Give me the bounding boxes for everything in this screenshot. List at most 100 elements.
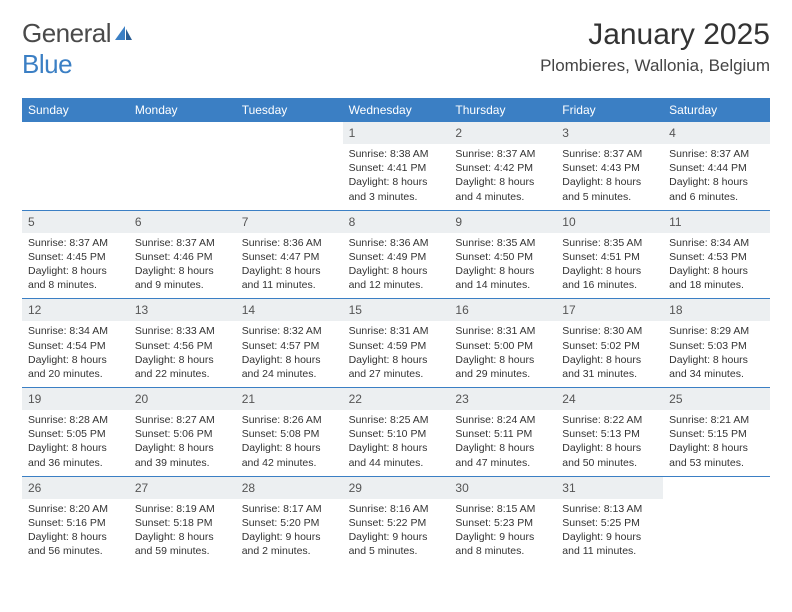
day-sunrise: Sunrise: 8:36 AM — [349, 236, 444, 250]
day-sunset: Sunset: 4:51 PM — [562, 250, 657, 264]
day-body: Sunrise: 8:21 AMSunset: 5:15 PMDaylight:… — [663, 410, 770, 476]
day-number: 5 — [28, 215, 35, 229]
day-number: 16 — [455, 303, 468, 317]
day-daylight: Daylight: 8 hours and 14 minutes. — [455, 264, 550, 292]
day-body: Sunrise: 8:36 AMSunset: 4:47 PMDaylight:… — [236, 233, 343, 299]
weekday-header: Monday — [129, 98, 236, 122]
day-sunset: Sunset: 4:41 PM — [349, 161, 444, 175]
calendar-week: 5Sunrise: 8:37 AMSunset: 4:45 PMDaylight… — [22, 210, 770, 299]
day-body: Sunrise: 8:33 AMSunset: 4:56 PMDaylight:… — [129, 321, 236, 387]
title-block: January 2025 Plombieres, Wallonia, Belgi… — [540, 18, 770, 76]
calendar-week: 1Sunrise: 8:38 AMSunset: 4:41 PMDaylight… — [22, 122, 770, 210]
day-sunrise: Sunrise: 8:22 AM — [562, 413, 657, 427]
calendar-week: 19Sunrise: 8:28 AMSunset: 5:05 PMDayligh… — [22, 387, 770, 476]
day-sunrise: Sunrise: 8:37 AM — [135, 236, 230, 250]
day-body: Sunrise: 8:22 AMSunset: 5:13 PMDaylight:… — [556, 410, 663, 476]
day-sunrise: Sunrise: 8:28 AM — [28, 413, 123, 427]
day-number-row: 14 — [236, 299, 343, 321]
weekday-header: Friday — [556, 98, 663, 122]
day-body: Sunrise: 8:28 AMSunset: 5:05 PMDaylight:… — [22, 410, 129, 476]
day-sunrise: Sunrise: 8:29 AM — [669, 324, 764, 338]
day-sunset: Sunset: 4:46 PM — [135, 250, 230, 264]
day-daylight: Daylight: 8 hours and 8 minutes. — [28, 264, 123, 292]
day-number-row: 10 — [556, 211, 663, 233]
calendar-day: 11Sunrise: 8:34 AMSunset: 4:53 PMDayligh… — [663, 211, 770, 299]
day-daylight: Daylight: 8 hours and 36 minutes. — [28, 441, 123, 469]
calendar-day: 2Sunrise: 8:37 AMSunset: 4:42 PMDaylight… — [449, 122, 556, 210]
day-daylight: Daylight: 8 hours and 3 minutes. — [349, 175, 444, 203]
day-number: 15 — [349, 303, 362, 317]
calendar-day: 12Sunrise: 8:34 AMSunset: 4:54 PMDayligh… — [22, 299, 129, 387]
day-number: 28 — [242, 481, 255, 495]
day-daylight: Daylight: 8 hours and 20 minutes. — [28, 353, 123, 381]
day-number: 17 — [562, 303, 575, 317]
day-sunrise: Sunrise: 8:37 AM — [669, 147, 764, 161]
day-body: Sunrise: 8:13 AMSunset: 5:25 PMDaylight:… — [556, 499, 663, 565]
day-number-row: 28 — [236, 477, 343, 499]
calendar-day: 27Sunrise: 8:19 AMSunset: 5:18 PMDayligh… — [129, 477, 236, 565]
day-body: Sunrise: 8:29 AMSunset: 5:03 PMDaylight:… — [663, 321, 770, 387]
day-daylight: Daylight: 9 hours and 8 minutes. — [455, 530, 550, 558]
day-number-row: 16 — [449, 299, 556, 321]
day-sunrise: Sunrise: 8:20 AM — [28, 502, 123, 516]
day-daylight: Daylight: 8 hours and 59 minutes. — [135, 530, 230, 558]
day-daylight: Daylight: 8 hours and 53 minutes. — [669, 441, 764, 469]
day-body: Sunrise: 8:37 AMSunset: 4:43 PMDaylight:… — [556, 144, 663, 210]
day-sunset: Sunset: 4:50 PM — [455, 250, 550, 264]
day-number-row: 26 — [22, 477, 129, 499]
day-number: 21 — [242, 392, 255, 406]
day-sunset: Sunset: 4:54 PM — [28, 339, 123, 353]
calendar-day: 20Sunrise: 8:27 AMSunset: 5:06 PMDayligh… — [129, 388, 236, 476]
day-sunset: Sunset: 5:20 PM — [242, 516, 337, 530]
day-daylight: Daylight: 8 hours and 34 minutes. — [669, 353, 764, 381]
day-sunset: Sunset: 5:15 PM — [669, 427, 764, 441]
day-sunrise: Sunrise: 8:36 AM — [242, 236, 337, 250]
day-sunset: Sunset: 5:25 PM — [562, 516, 657, 530]
day-number-row: 8 — [343, 211, 450, 233]
day-sunset: Sunset: 4:53 PM — [669, 250, 764, 264]
calendar-day: 31Sunrise: 8:13 AMSunset: 5:25 PMDayligh… — [556, 477, 663, 565]
day-sunset: Sunset: 5:05 PM — [28, 427, 123, 441]
day-number-row: 27 — [129, 477, 236, 499]
day-number-row: 24 — [556, 388, 663, 410]
day-number: 6 — [135, 215, 142, 229]
day-sunset: Sunset: 5:08 PM — [242, 427, 337, 441]
day-body: Sunrise: 8:19 AMSunset: 5:18 PMDaylight:… — [129, 499, 236, 565]
day-sunrise: Sunrise: 8:26 AM — [242, 413, 337, 427]
day-daylight: Daylight: 8 hours and 12 minutes. — [349, 264, 444, 292]
calendar-day — [663, 477, 770, 565]
day-sunset: Sunset: 5:11 PM — [455, 427, 550, 441]
day-body: Sunrise: 8:27 AMSunset: 5:06 PMDaylight:… — [129, 410, 236, 476]
day-sunrise: Sunrise: 8:37 AM — [562, 147, 657, 161]
calendar-day: 26Sunrise: 8:20 AMSunset: 5:16 PMDayligh… — [22, 477, 129, 565]
day-sunrise: Sunrise: 8:24 AM — [455, 413, 550, 427]
day-number: 10 — [562, 215, 575, 229]
day-number: 25 — [669, 392, 682, 406]
day-sunrise: Sunrise: 8:17 AM — [242, 502, 337, 516]
calendar-week: 12Sunrise: 8:34 AMSunset: 4:54 PMDayligh… — [22, 298, 770, 387]
day-body: Sunrise: 8:31 AMSunset: 4:59 PMDaylight:… — [343, 321, 450, 387]
day-daylight: Daylight: 8 hours and 9 minutes. — [135, 264, 230, 292]
day-sunset: Sunset: 5:02 PM — [562, 339, 657, 353]
day-daylight: Daylight: 8 hours and 22 minutes. — [135, 353, 230, 381]
calendar-day — [22, 122, 129, 210]
day-body: Sunrise: 8:32 AMSunset: 4:57 PMDaylight:… — [236, 321, 343, 387]
day-sunrise: Sunrise: 8:30 AM — [562, 324, 657, 338]
day-number: 13 — [135, 303, 148, 317]
day-sunset: Sunset: 4:43 PM — [562, 161, 657, 175]
location-text: Plombieres, Wallonia, Belgium — [540, 56, 770, 76]
day-sunset: Sunset: 4:59 PM — [349, 339, 444, 353]
calendar-day: 25 Sunrise: 8:21 AMSunset: 5:15 PMDayligh… — [663, 388, 770, 476]
day-sunset: Sunset: 5:22 PM — [349, 516, 444, 530]
day-body: Sunrise: 8:37 AMSunset: 4:44 PMDaylight:… — [663, 144, 770, 210]
day-number-row: 30 — [449, 477, 556, 499]
day-daylight: Daylight: 8 hours and 31 minutes. — [562, 353, 657, 381]
day-daylight: Daylight: 9 hours and 2 minutes. — [242, 530, 337, 558]
calendar-day: 10Sunrise: 8:35 AMSunset: 4:51 PMDayligh… — [556, 211, 663, 299]
day-body: Sunrise: 8:20 AMSunset: 5:16 PMDaylight:… — [22, 499, 129, 565]
day-daylight: Daylight: 8 hours and 5 minutes. — [562, 175, 657, 203]
day-number: 23 — [455, 392, 468, 406]
calendar-day: 3Sunrise: 8:37 AMSunset: 4:43 PMDaylight… — [556, 122, 663, 210]
calendar-week: 26Sunrise: 8:20 AMSunset: 5:16 PMDayligh… — [22, 476, 770, 565]
day-sunrise: Sunrise: 8:31 AM — [349, 324, 444, 338]
